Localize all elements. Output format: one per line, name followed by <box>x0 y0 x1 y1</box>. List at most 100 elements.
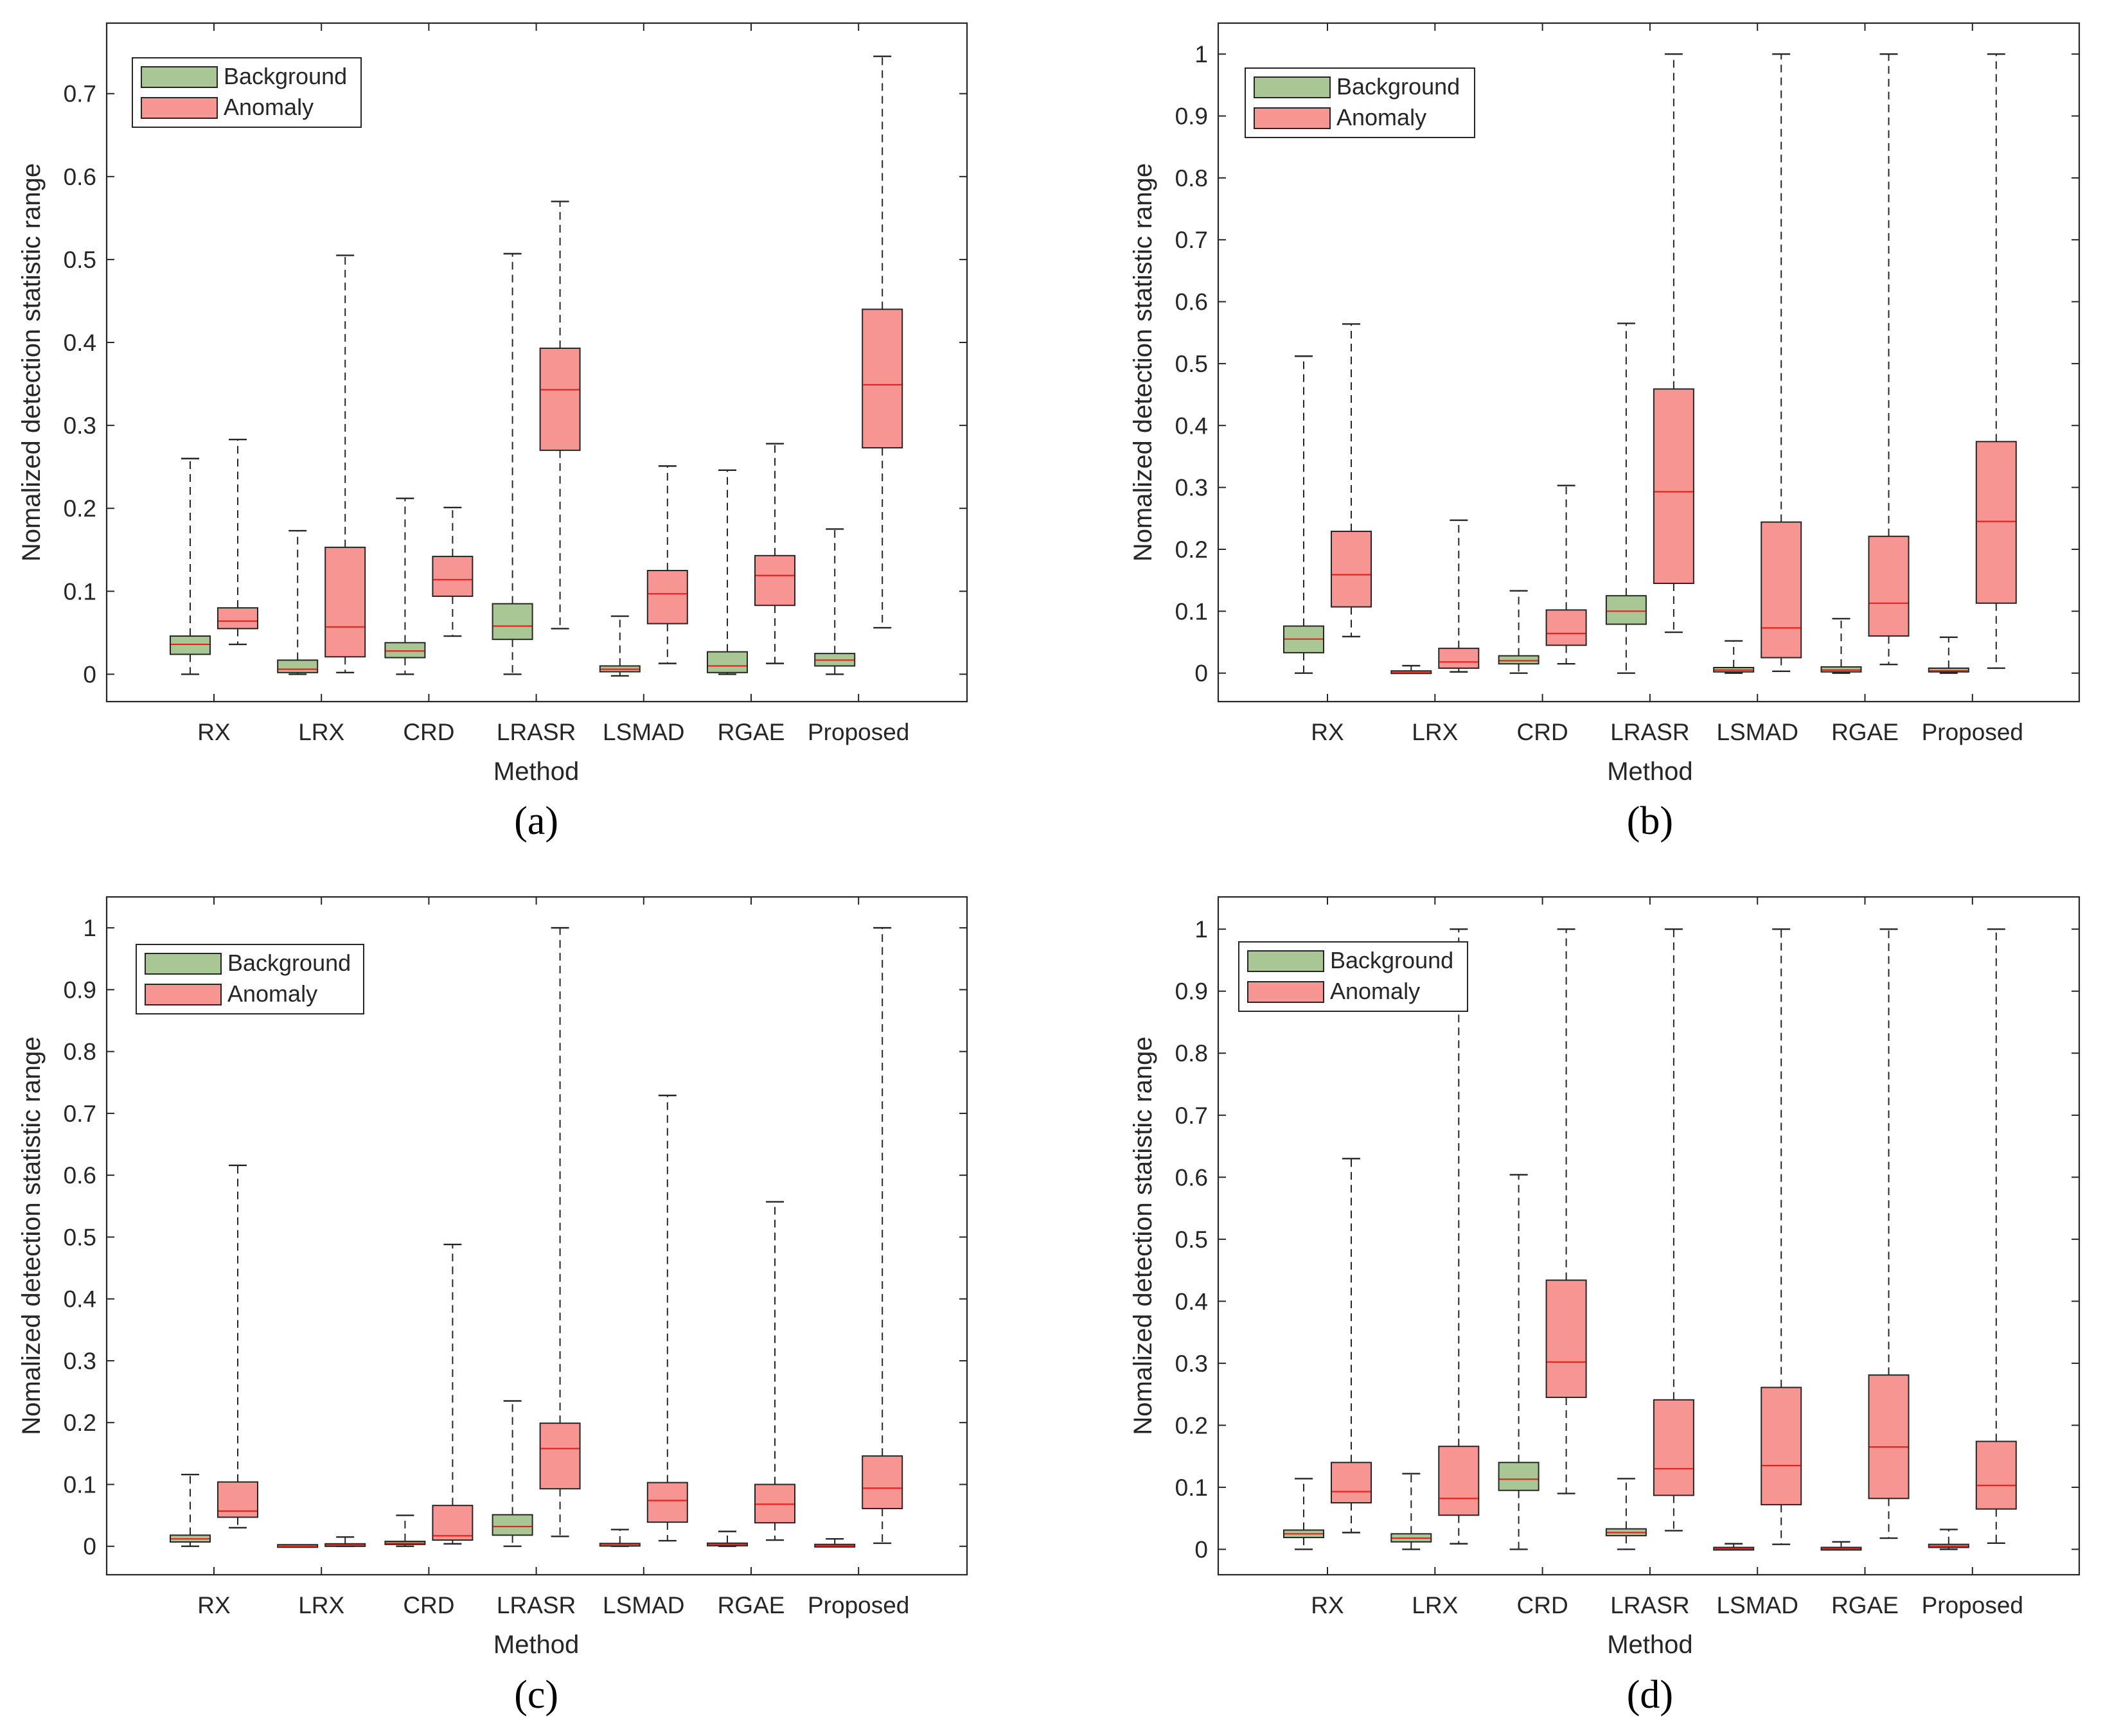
iqr-box <box>646 570 688 624</box>
y-tick-label: 0.8 <box>1175 165 1208 191</box>
box-background-crd <box>384 1514 426 1547</box>
y-axis-title: Nomalized detection statistic range <box>1129 1036 1157 1435</box>
iqr-box <box>170 635 211 655</box>
x-axis-title: Method <box>493 1631 579 1659</box>
box-background-crd <box>384 497 426 675</box>
legend-label-background: Background <box>1330 947 1453 973</box>
legend: Background Anomaly <box>136 944 364 1014</box>
box-anomaly-lsmad <box>1761 928 1802 1545</box>
iqr-box <box>432 556 474 598</box>
y-tick-label: 0.5 <box>1175 1227 1208 1253</box>
y-tick-label: 0 <box>1194 660 1208 687</box>
box-anomaly-proposed <box>862 926 903 1545</box>
iqr-box <box>1761 521 1802 659</box>
box-anomaly-lrx <box>324 1536 366 1547</box>
iqr-box <box>539 348 581 451</box>
x-tick-label: LRASR <box>497 1592 576 1618</box>
iqr-box <box>1868 1374 1910 1500</box>
x-tick-label: LSMAD <box>1716 719 1798 745</box>
legend-swatch-background <box>141 66 218 88</box>
y-tick-label: 0.7 <box>64 1101 96 1127</box>
iqr-box <box>707 651 748 673</box>
box-background-rx <box>170 1473 211 1547</box>
box-anomaly-lrasr <box>539 200 581 630</box>
iqr-box <box>277 659 319 673</box>
y-tick-label: 0.2 <box>1175 536 1208 563</box>
iqr-box <box>1761 1386 1802 1505</box>
iqr-box <box>492 1514 533 1536</box>
x-tick-label: CRD <box>403 1592 454 1618</box>
y-tick-label: 0.4 <box>1175 1288 1208 1315</box>
y-tick-label: 0 <box>83 661 96 687</box>
legend-swatch-background <box>145 953 222 975</box>
iqr-box <box>1975 441 2017 604</box>
iqr-box <box>217 607 258 630</box>
box-anomaly-lsmad <box>1761 53 1802 672</box>
iqr-box <box>539 1422 581 1490</box>
x-axis-title: Method <box>1607 757 1692 786</box>
iqr-box <box>324 546 366 658</box>
y-tick-label: 0 <box>83 1534 96 1560</box>
y-tick-label: 0.7 <box>1175 1103 1208 1129</box>
box-anomaly-rx <box>1331 1158 1372 1534</box>
box-anomaly-rx <box>217 438 258 646</box>
box-background-proposed <box>814 1537 856 1548</box>
chart-panel-d: 0 0.1 0.2 0.3 0.4 0.5 0.6 0.7 0.8 0.9 1 RX LRX CRD LRA… <box>1129 896 2081 1717</box>
y-tick-label: 0.3 <box>1175 475 1208 501</box>
y-tick-label: 0.1 <box>1175 1475 1208 1501</box>
x-tick-label: LRASR <box>1610 1592 1689 1618</box>
box-background-lrasr <box>492 252 533 675</box>
box-background-lrx <box>1390 1473 1432 1550</box>
panel-caption: (a) <box>514 799 558 843</box>
y-tick-label: 0.4 <box>1175 412 1208 439</box>
legend-label-anomaly: Anomaly <box>224 94 314 120</box>
legend-swatch-anomaly <box>141 97 218 119</box>
legend-swatch-anomaly <box>145 984 222 1005</box>
box-anomaly-lrx <box>1438 519 1480 673</box>
legend: Background Anomaly <box>132 57 362 128</box>
box-background-proposed <box>1928 636 1969 674</box>
y-axis-title: Nomalized detection statistic range <box>17 163 46 562</box>
box-anomaly-rgae <box>754 443 795 664</box>
iqr-box <box>1498 1462 1540 1491</box>
y-tick-label: 0.7 <box>1175 227 1208 253</box>
box-anomaly-crd <box>432 1243 474 1545</box>
y-tick-label: 0.6 <box>1175 1164 1208 1191</box>
y-tick-label: 0.8 <box>64 1039 96 1065</box>
x-tick-label: Proposed <box>1922 719 2023 745</box>
y-tick-label: 0.1 <box>64 578 96 605</box>
chart-panel-b: 0 0.1 0.2 0.3 0.4 0.5 0.6 0.7 0.8 0.9 1 RX LRX CRD LRA… <box>1129 22 2081 843</box>
box-anomaly-rx <box>1331 323 1372 638</box>
box-background-lsmad <box>1713 1543 1755 1551</box>
legend-label-background: Background <box>227 950 351 976</box>
x-tick-label: LRX <box>298 719 344 745</box>
y-tick-label: 0.2 <box>1175 1412 1208 1439</box>
y-tick-label: 0.9 <box>64 977 96 1003</box>
y-tick-label: 0.4 <box>64 1286 96 1313</box>
y-tick-label: 1 <box>83 915 96 941</box>
panel-caption: (c) <box>514 1673 558 1717</box>
y-tick-label: 0.3 <box>64 412 96 439</box>
panel-caption: (d) <box>1627 1673 1673 1717</box>
y-tick-label: 0.2 <box>64 495 96 522</box>
legend-label-anomaly: Anomaly <box>227 980 317 1007</box>
x-tick-label: CRD <box>1517 719 1568 745</box>
box-background-lrx <box>1390 664 1432 675</box>
box-anomaly-crd <box>432 506 474 637</box>
box-anomaly-lrasr <box>1653 928 1694 1532</box>
box-background-rx <box>1283 355 1324 674</box>
box-anomaly-rgae <box>754 1201 795 1541</box>
iqr-box <box>1653 1399 1694 1496</box>
box-anomaly-lrasr <box>539 926 581 1537</box>
x-tick-label: LSMAD <box>603 719 684 745</box>
box-anomaly-rgae <box>1868 928 1910 1539</box>
box-anomaly-proposed <box>862 55 903 629</box>
box-anomaly-crd <box>1545 484 1587 665</box>
box-anomaly-lrx <box>324 254 366 674</box>
box-background-rgae <box>1820 1541 1862 1551</box>
x-tick-label: RX <box>1311 719 1344 745</box>
x-tick-label: LRX <box>298 1592 344 1618</box>
iqr-box <box>1498 655 1540 665</box>
iqr-box <box>1438 1446 1480 1516</box>
